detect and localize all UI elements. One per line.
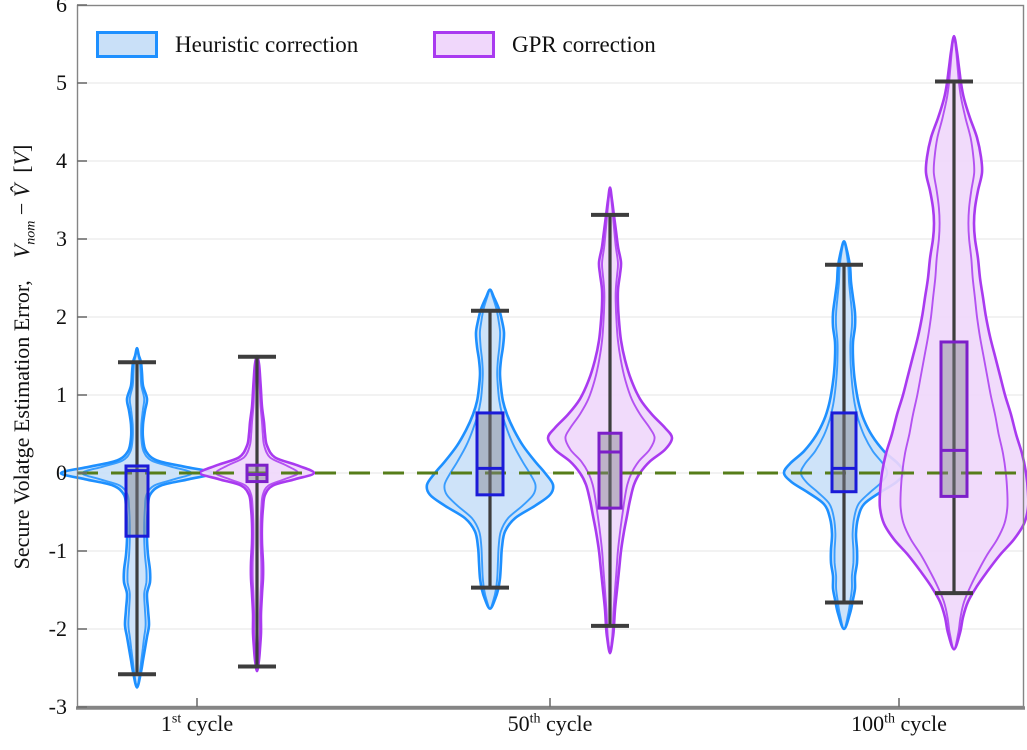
legend-label-gpr: GPR correction xyxy=(512,31,656,57)
boxes xyxy=(124,340,969,538)
x-tick-label-50th-cycle: 50th cycle xyxy=(507,711,593,736)
gridlines xyxy=(78,82,1023,630)
y-tick-label: 1 xyxy=(56,382,67,407)
y-tick-label: 0 xyxy=(56,460,67,485)
y-tick-label: -3 xyxy=(48,694,67,719)
ylabel-text: Secure Volatge Estimation Error, xyxy=(9,258,34,570)
y-tick-label: 3 xyxy=(56,226,67,251)
y-tick-label: 4 xyxy=(56,148,67,173)
box-3 xyxy=(597,431,623,510)
box-1 xyxy=(245,463,269,484)
gpr-swatch xyxy=(433,31,495,58)
x-tick-label-1st-cycle: 1st cycle xyxy=(160,711,234,736)
violins xyxy=(59,34,1027,689)
box-0 xyxy=(124,464,150,538)
box-5 xyxy=(939,340,969,498)
heuristic-swatch xyxy=(96,31,158,58)
tick-marks xyxy=(77,4,900,708)
y-axis-label: Secure Volatge Estimation Error, Vnom − … xyxy=(6,7,38,707)
box-4 xyxy=(830,411,858,494)
box-2 xyxy=(475,411,505,497)
y-tick-label: 2 xyxy=(56,304,67,329)
legend-label-heuristic: Heuristic correction xyxy=(175,31,359,57)
y-tick-label: -2 xyxy=(48,616,67,641)
legend-item-heuristic: Heuristic correction xyxy=(96,31,358,58)
whiskers xyxy=(118,79,973,677)
y-tick-label: -1 xyxy=(48,538,67,563)
ylabel-minus: − xyxy=(9,197,34,221)
legend-item-gpr: GPR correction xyxy=(433,31,656,58)
ylabel-vnom: Vnom xyxy=(9,220,39,259)
x-tick-label-100th-cycle: 100th cycle xyxy=(851,711,947,736)
ylabel-vhat: V̂ xyxy=(9,183,34,198)
plot-border xyxy=(76,4,1025,708)
y-tick-label: 6 xyxy=(56,0,67,17)
y-tick-label: 5 xyxy=(56,70,67,95)
ylabel-bracket-open: [ xyxy=(9,165,34,184)
ylabel-bracket-close: ] xyxy=(9,144,34,152)
ylabel-units: V xyxy=(9,151,34,166)
